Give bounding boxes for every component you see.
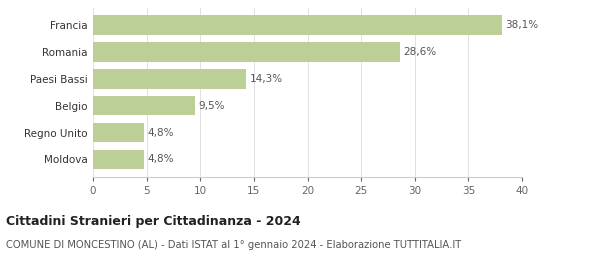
Text: 28,6%: 28,6% (403, 47, 436, 57)
Text: 9,5%: 9,5% (198, 101, 224, 111)
Text: 4,8%: 4,8% (148, 128, 174, 138)
Text: COMUNE DI MONCESTINO (AL) - Dati ISTAT al 1° gennaio 2024 - Elaborazione TUTTITA: COMUNE DI MONCESTINO (AL) - Dati ISTAT a… (6, 240, 461, 250)
Text: Cittadini Stranieri per Cittadinanza - 2024: Cittadini Stranieri per Cittadinanza - 2… (6, 214, 301, 228)
Bar (93, 69, 247, 89)
Text: 38,1%: 38,1% (505, 20, 538, 30)
Text: 14,3%: 14,3% (250, 74, 283, 84)
Text: 4,8%: 4,8% (148, 154, 174, 164)
Bar (93, 42, 400, 62)
Bar (93, 16, 502, 35)
Bar (93, 123, 145, 142)
Bar (93, 150, 145, 169)
Bar (93, 96, 195, 115)
